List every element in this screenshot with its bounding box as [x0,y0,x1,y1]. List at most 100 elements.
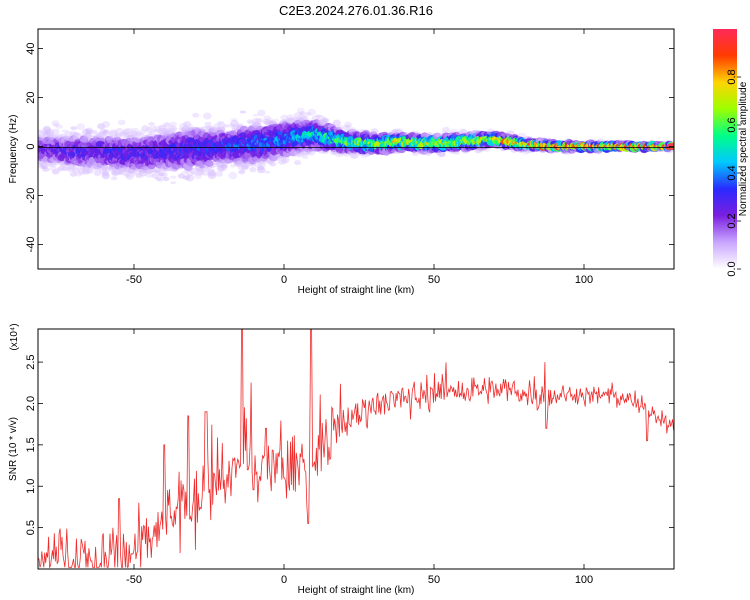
heatmap-cell [90,164,100,172]
heatmap-cell [38,131,46,138]
heatmap-cell [61,129,68,133]
heatmap-cell [70,126,78,131]
heatmap-cell [156,178,164,182]
heatmap-cell [125,172,135,180]
heatmap-cell [101,121,111,128]
heatmap-cell [40,132,47,136]
heatmap-cell [84,131,93,138]
heatmap-cell [123,168,130,171]
heatmap-cell [94,167,101,172]
heatmap-cell [124,132,132,139]
heatmap-cell [264,170,271,174]
heatmap-cell [185,174,195,182]
heatmap-cell [53,123,60,128]
heatmap-cell [118,171,125,175]
heatmap-cell [115,169,124,175]
heatmap-cell [119,131,127,137]
heatmap-cell [42,130,51,137]
heatmap-cell [38,133,41,137]
heatmap-cell [108,129,118,137]
heatmap-cell [170,175,177,179]
heatmap-cell [38,163,46,170]
heatmap-cell [69,131,77,136]
heatmap-cell [100,164,109,171]
heatmap-cell [55,124,64,129]
heatmap-cell [119,167,127,173]
heatmap-cell [108,130,117,138]
heatmap-cell [192,112,200,118]
heatmap-cell [39,163,48,168]
heatmap-cell [307,108,317,116]
heatmap-cell [66,166,73,170]
heatmap-cell [130,130,138,137]
heatmap-cell [110,168,120,177]
heatmap-cell [122,128,131,136]
heatmap-cell [85,127,93,134]
heatmap-cell [68,168,75,174]
heatmap-cell [254,119,262,124]
heatmap-cell [370,128,379,134]
heatmap-cell [220,163,228,169]
heatmap-cell [228,171,238,180]
heatmap-cell [203,112,212,120]
heatmap-cell [100,131,108,137]
heatmap-cell [269,162,277,167]
heatmap-cell [43,127,51,132]
heatmap-cell [102,131,110,136]
figure-title: C2E3.2024.276.01.36.R16 [279,3,433,18]
heatmap-cell [79,167,86,171]
heatmap-cell [78,171,86,176]
heatmap-cell [76,133,84,137]
heatmap-cell [302,155,309,159]
heatmap-cell [102,166,111,174]
heatmap-cell [117,119,126,126]
heatmap-cell [45,128,55,137]
heatmap-cell [90,166,98,170]
heatmap-cell [52,169,60,175]
heatmap-cell [40,163,47,167]
heatmap-cell [51,120,60,126]
heatmap-cell [50,164,57,168]
heatmap-cell [105,165,112,169]
heatmap-cell [57,165,66,171]
heatmap-cell [101,172,111,180]
heatmap-cell [50,133,57,138]
heatmap-cell [134,131,142,137]
spectrogram-heatmap [38,107,674,185]
heatmap-cell [122,166,131,173]
heatmap-cell [49,165,57,171]
heatmap-cell [133,168,143,176]
heatmap-cell [110,176,118,181]
heatmap-cell [130,127,140,135]
heatmap-cell [63,136,71,140]
heatmap-cell [153,169,160,173]
heatmap-cell [39,135,46,139]
heatmap-cell [65,163,75,172]
heatmap-cell [322,118,330,123]
heatmap-cell [49,161,57,166]
heatmap-cell [122,168,132,177]
heatmap-cell [77,168,86,174]
heatmap-cell [90,130,98,135]
heatmap-cell [162,176,170,182]
heatmap-cell [75,172,82,177]
heatmap-cell [98,166,108,174]
heatmap-cell [97,134,104,138]
heatmap-cell [121,171,129,176]
heatmap-cell [171,126,178,131]
heatmap-cell [83,132,92,140]
heatmap-cell [98,131,107,138]
heatmap-cell [109,130,119,138]
heatmap-cell [125,174,132,178]
heatmap-cell [101,171,110,177]
heatmap-cell [61,167,69,171]
heatmap-cell [60,133,67,137]
heatmap-cell [414,131,421,135]
heatmap-cell [81,128,90,135]
heatmap-cell [66,166,73,170]
heatmap-cell [51,128,60,135]
heatmap-cell [44,130,52,135]
heatmap-cell [86,169,94,174]
heatmap-cell [96,132,104,137]
